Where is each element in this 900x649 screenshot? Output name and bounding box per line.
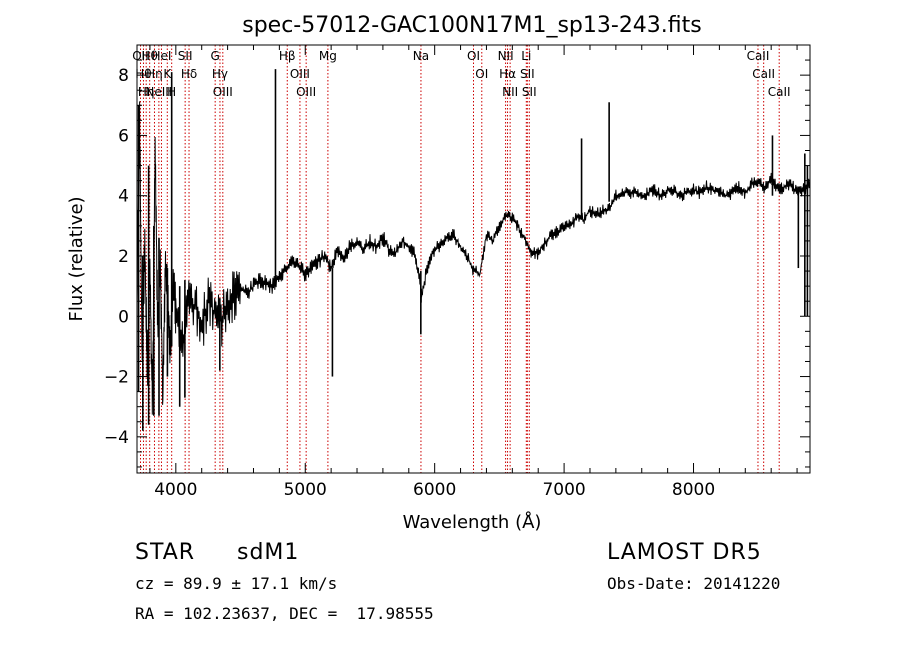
y-tick-label: 4	[118, 187, 129, 207]
object-class: STAR	[135, 540, 196, 565]
y-tick-label: −4	[104, 428, 129, 448]
redshift-cz: cz = 89.9 ± 17.1 km/s	[135, 574, 338, 593]
x-tick-label: 8000	[672, 480, 715, 500]
line-marker-label: Hθ	[135, 67, 151, 81]
line-marker-label: OIII	[290, 67, 310, 81]
line-marker-label: Mg	[319, 49, 337, 63]
line-marker-label: CaII	[747, 49, 770, 63]
line-marker-label: Li	[521, 49, 531, 63]
y-tick-label: −2	[104, 368, 129, 388]
line-marker-label: OI	[475, 67, 488, 81]
line-marker-label: Hθ	[141, 49, 157, 63]
line-marker-label: SII	[520, 67, 535, 81]
line-marker-label: OIII	[296, 85, 316, 99]
line-marker-label: OIII	[213, 85, 233, 99]
y-tick-label: 2	[118, 247, 129, 267]
x-axis: 4000 5000 6000 7000 8000	[149, 45, 798, 500]
line-marker-label: Hγ	[212, 67, 228, 81]
y-tick-label: 6	[118, 126, 129, 146]
line-marker-label: Na	[413, 49, 429, 63]
line-marker-label: G	[211, 49, 220, 63]
spectrum-series	[136, 69, 811, 431]
line-marker-label: OI	[467, 49, 480, 63]
chart-title: spec-57012-GAC100N17M1_sp13-243.fits	[242, 13, 702, 38]
x-tick-label: 4000	[154, 480, 197, 500]
line-marker-label: SII	[522, 85, 537, 99]
line-marker-label: Hη	[138, 85, 155, 99]
line-marker-label: SII	[178, 49, 193, 63]
survey-name: LAMOST DR5	[607, 540, 762, 565]
plot-frame	[136, 44, 811, 474]
line-marker-label: Hη	[146, 67, 163, 81]
line-marker-label: Hδ	[181, 67, 197, 81]
x-axis-label: Wavelength (Å)	[403, 511, 542, 533]
y-axis: −4 −2 0 2 4 6 8	[104, 44, 810, 468]
line-marker-label: NII	[498, 49, 514, 63]
spectrum-line	[136, 101, 811, 415]
line-marker-label: HeI	[151, 49, 171, 63]
line-marker-label: Hα	[499, 67, 516, 81]
line-marker-label-group: OIIHθHηHθHηNeIIIHeIKHSIIHδGHγOIIIHβOIIIO…	[132, 49, 790, 99]
line-marker-label: NII	[502, 85, 518, 99]
coordinates: RA = 102.23637, DEC = 17.98555	[135, 604, 434, 623]
y-tick-label: 8	[118, 66, 129, 86]
subclass: sdM1	[237, 540, 300, 565]
line-marker-label: CaII	[752, 67, 775, 81]
line-marker-label: CaII	[768, 85, 791, 99]
observation-date: Obs-Date: 20141220	[607, 574, 781, 593]
line-marker-label: K	[163, 67, 172, 81]
line-marker-label: OII	[132, 49, 149, 63]
line-marker-group	[139, 45, 780, 473]
x-tick-label: 5000	[284, 480, 327, 500]
line-marker-label: NeIII	[145, 85, 172, 99]
x-tick-label: 6000	[413, 480, 456, 500]
y-tick-label: 0	[118, 307, 129, 327]
x-tick-label: 7000	[542, 480, 585, 500]
line-marker-label: Hβ	[279, 49, 296, 63]
y-axis-label: Flux (relative)	[66, 196, 87, 321]
